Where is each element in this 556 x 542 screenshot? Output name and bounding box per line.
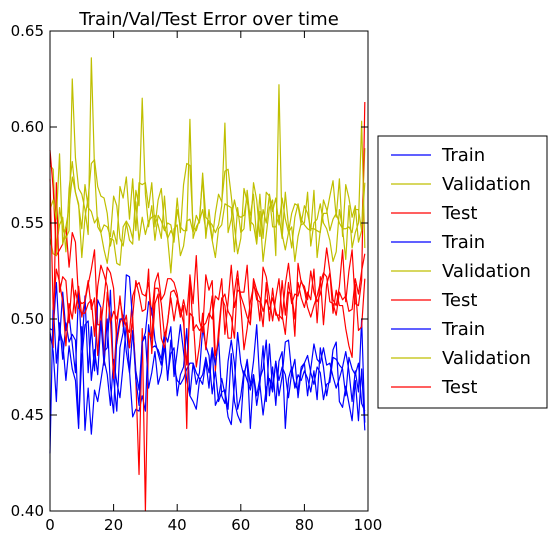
series-layer [49, 57, 366, 512]
x-tick-label: 100 [354, 516, 383, 534]
chart-title: Train/Val/Test Error over time [78, 9, 339, 30]
y-tick-label: 0.60 [11, 118, 44, 136]
series-line-1-train [49, 301, 366, 454]
y-tick-label: 0.45 [11, 406, 44, 424]
axis-tick-labels: 0 20 40 60 80 100 0.40 0.45 0.50 0.55 0.60 0.65 [11, 22, 383, 534]
x-tick-label: 0 [45, 516, 55, 534]
legend-label: Test [441, 290, 477, 311]
legend-label: Train [441, 319, 485, 340]
legend-label: Train [441, 145, 485, 166]
x-tick-label: 80 [295, 516, 314, 534]
plot-area [50, 31, 368, 511]
y-tick-label: 0.65 [11, 22, 44, 40]
x-tick-label: 40 [168, 516, 187, 534]
y-tick-label: 0.50 [11, 310, 44, 328]
legend-label: Validation [442, 174, 531, 195]
legend-label: Train [441, 232, 485, 253]
series-line-9-test [49, 178, 366, 430]
axis-ticks [49, 30, 369, 512]
series-line-2-validation [49, 148, 366, 259]
plot-frame [49, 30, 369, 512]
series-line-5-validation [49, 57, 366, 274]
legend: Train Validation Test Train Validation Test Tr… [377, 135, 548, 409]
x-tick-label: 60 [231, 516, 250, 534]
y-tick-label: 0.55 [11, 214, 44, 232]
legend-label: Test [441, 377, 477, 398]
series-line-7-train [49, 318, 366, 426]
legend-label: Validation [442, 261, 531, 282]
series-line-8-validation [49, 97, 366, 262]
legend-label: Test [441, 203, 477, 224]
legend-label: Validation [442, 348, 531, 369]
y-tick-label: 0.40 [11, 502, 44, 520]
legend-box [377, 135, 548, 409]
x-tick-label: 20 [104, 516, 123, 534]
